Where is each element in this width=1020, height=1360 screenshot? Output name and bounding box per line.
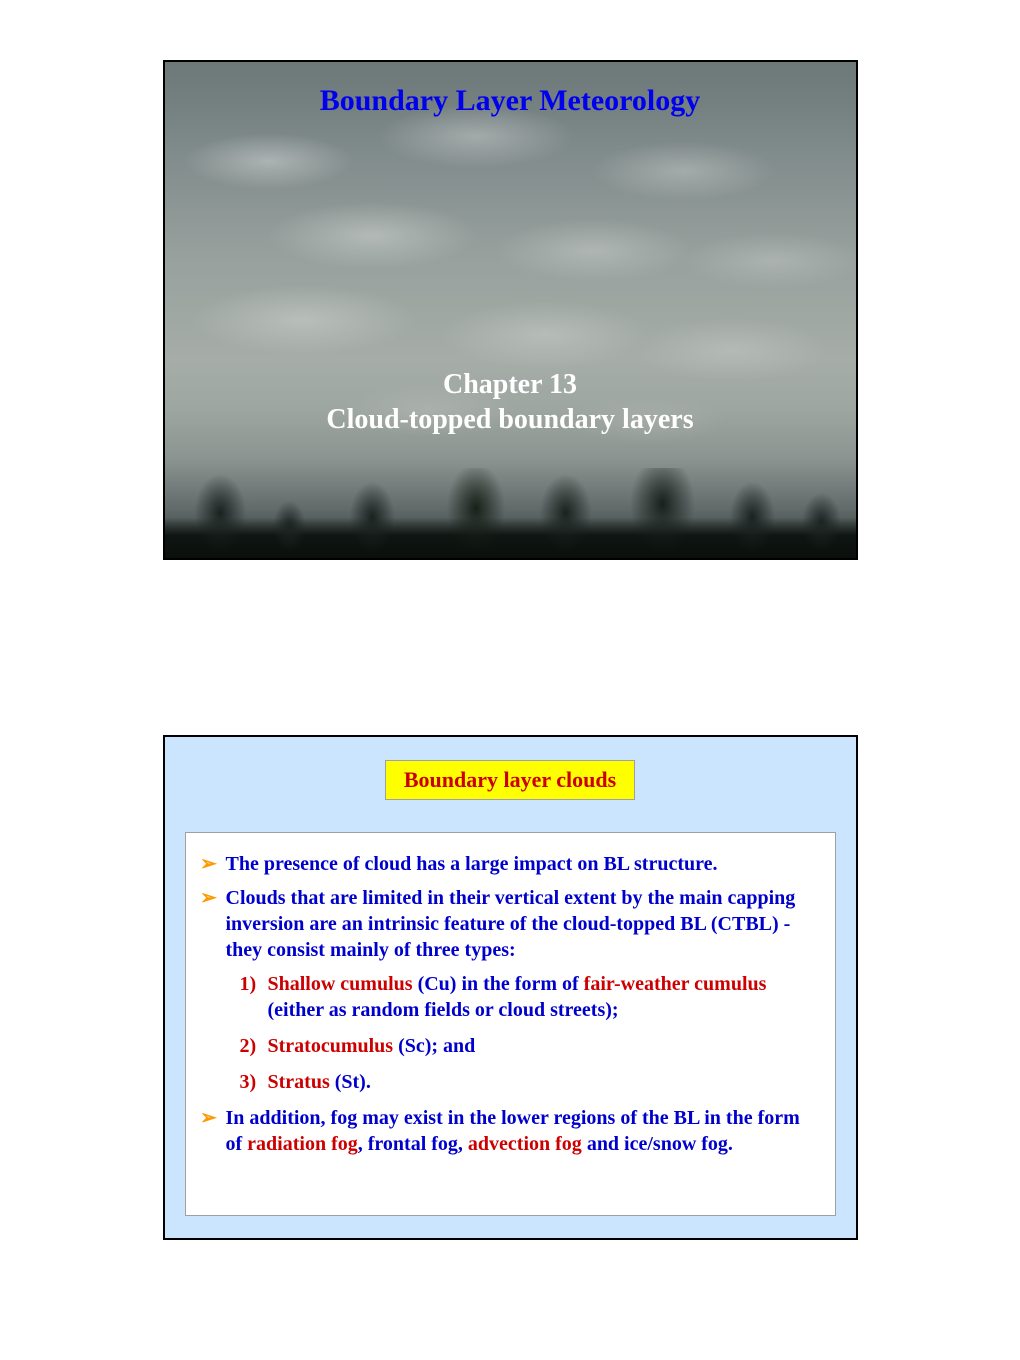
page: Boundary Layer Meteorology Chapter 13 Cl… bbox=[0, 0, 1020, 1280]
sub-item-3: 3)Stratus (St). bbox=[240, 1069, 813, 1095]
bullet-3-wrap: ➢In addition, fog may exist in the lower… bbox=[192, 1105, 813, 1157]
tree-silhouette bbox=[165, 468, 856, 558]
slide-2: Boundary layer clouds ➢The presence of c… bbox=[163, 735, 858, 1240]
arrow-icon: ➢ bbox=[192, 1105, 226, 1157]
chapter-line1: Chapter 13 bbox=[443, 369, 577, 400]
chapter-line2: Cloud-topped boundary layers bbox=[326, 404, 693, 435]
sub-num: 3) bbox=[240, 1069, 268, 1095]
bullet-3: ➢In addition, fog may exist in the lower… bbox=[192, 1105, 813, 1157]
bullet-text: In addition, fog may exist in the lower … bbox=[226, 1105, 813, 1157]
sub-text: Stratus (St). bbox=[268, 1069, 813, 1095]
slide2-content: ➢The presence of cloud has a large impac… bbox=[185, 832, 836, 1216]
bullet-list: ➢The presence of cloud has a large impac… bbox=[192, 851, 813, 963]
sub-text: Shallow cumulus (Cu) in the form of fair… bbox=[268, 971, 813, 1023]
sub-num: 1) bbox=[240, 971, 268, 1023]
slide-1: Boundary Layer Meteorology Chapter 13 Cl… bbox=[163, 60, 858, 560]
arrow-icon: ➢ bbox=[192, 851, 226, 877]
sub-list: 1)Shallow cumulus (Cu) in the form of fa… bbox=[240, 971, 813, 1095]
slide1-chapter: Chapter 13 Cloud-topped boundary layers bbox=[165, 367, 856, 437]
sub-item-2: 2)Stratocumulus (Sc); and bbox=[240, 1033, 813, 1059]
bullet-text: The presence of cloud has a large impact… bbox=[226, 851, 813, 877]
sub-num: 2) bbox=[240, 1033, 268, 1059]
sub-item-1: 1)Shallow cumulus (Cu) in the form of fa… bbox=[240, 971, 813, 1023]
slide2-header: Boundary layer clouds bbox=[385, 760, 635, 800]
bullet-1: ➢The presence of cloud has a large impac… bbox=[192, 851, 813, 877]
bullet-2: ➢Clouds that are limited in their vertic… bbox=[192, 885, 813, 963]
slide2-header-wrap: Boundary layer clouds bbox=[165, 737, 856, 800]
arrow-icon: ➢ bbox=[192, 885, 226, 963]
sub-text: Stratocumulus (Sc); and bbox=[268, 1033, 813, 1059]
bullet-text: Clouds that are limited in their vertica… bbox=[226, 885, 813, 963]
slide1-title: Boundary Layer Meteorology bbox=[165, 84, 856, 118]
